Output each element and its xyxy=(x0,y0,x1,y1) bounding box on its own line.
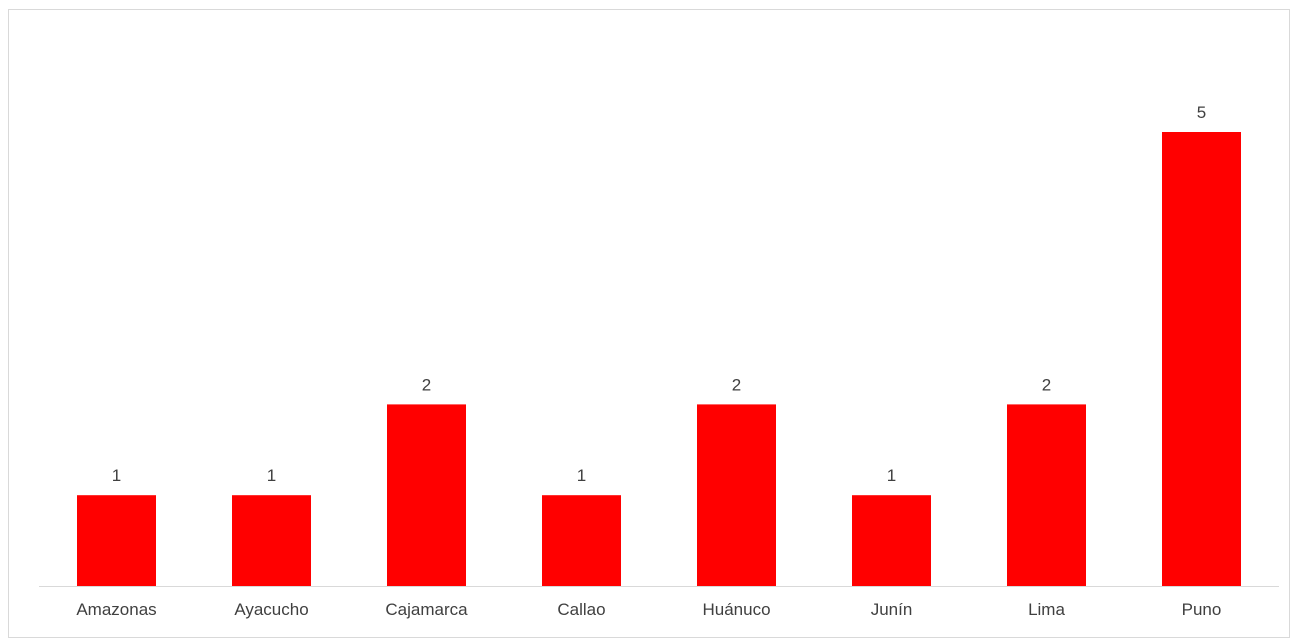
bar-puno xyxy=(1162,132,1241,586)
bar-chart: 1 1 2 1 2 1 2 5 Amazonas Ayacucho Cajamarca Callao… xyxy=(39,103,1279,619)
bars-layer xyxy=(77,132,1241,586)
data-label-callao: 1 xyxy=(577,466,586,485)
x-tick-labels-layer: Amazonas Ayacucho Cajamarca Callao Huánuco Ju… xyxy=(76,600,1221,619)
chart-frame: 1 1 2 1 2 1 2 5 Amazonas Ayacucho Cajamarca Callao… xyxy=(8,9,1290,638)
data-labels-layer: 1 1 2 1 2 1 2 5 xyxy=(112,103,1206,485)
x-tick-label-puno: Puno xyxy=(1182,600,1222,619)
data-label-ayacucho: 1 xyxy=(267,466,276,485)
x-tick-label-junín: Junín xyxy=(871,600,913,619)
x-tick-label-lima: Lima xyxy=(1028,600,1065,619)
bar-ayacucho xyxy=(232,495,311,586)
bar-callao xyxy=(542,495,621,586)
x-tick-label-amazonas: Amazonas xyxy=(76,600,156,619)
data-label-lima: 2 xyxy=(1042,375,1051,394)
bar-cajamarca xyxy=(387,404,466,586)
data-label-huánuco: 2 xyxy=(732,375,741,394)
x-tick-label-callao: Callao xyxy=(557,600,605,619)
bar-junín xyxy=(852,495,931,586)
bar-lima xyxy=(1007,404,1086,586)
x-tick-label-cajamarca: Cajamarca xyxy=(385,600,468,619)
data-label-puno: 5 xyxy=(1197,103,1206,122)
bar-amazonas xyxy=(77,495,156,586)
bar-huánuco xyxy=(697,404,776,586)
data-label-cajamarca: 2 xyxy=(422,375,431,394)
x-tick-label-huánuco: Huánuco xyxy=(702,600,770,619)
data-label-junín: 1 xyxy=(887,466,896,485)
x-tick-label-ayacucho: Ayacucho xyxy=(234,600,308,619)
data-label-amazonas: 1 xyxy=(112,466,121,485)
